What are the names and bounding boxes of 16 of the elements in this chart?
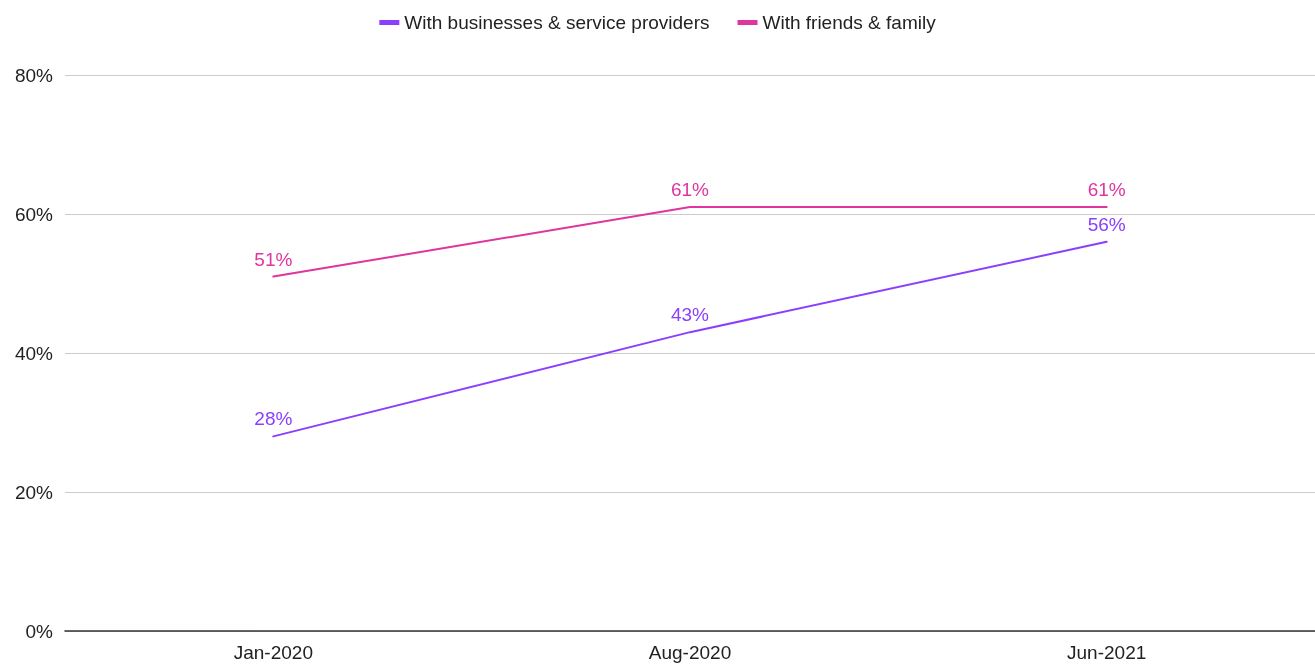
y-tick-label: 60% — [14, 203, 54, 225]
data-label: 51% — [254, 248, 293, 270]
y-tick-label: 80% — [14, 64, 54, 86]
data-label: 61% — [670, 179, 710, 201]
y-tick-label: 20% — [14, 481, 54, 503]
y-tick-label: 40% — [14, 342, 54, 364]
data-label: 28% — [254, 408, 293, 430]
y-tick-label: 0% — [25, 620, 54, 642]
data-label: 61% — [1087, 179, 1126, 201]
data-label: 56% — [1087, 213, 1126, 235]
x-tick-label: Aug-2020 — [648, 642, 732, 663]
legend-label: With businesses & service providers — [404, 12, 710, 33]
data-label: 43% — [670, 304, 710, 326]
x-tick-label: Jan-2020 — [233, 642, 313, 663]
legend-label: With friends & family — [762, 12, 937, 33]
x-tick-label: Jun-2021 — [1067, 642, 1147, 663]
